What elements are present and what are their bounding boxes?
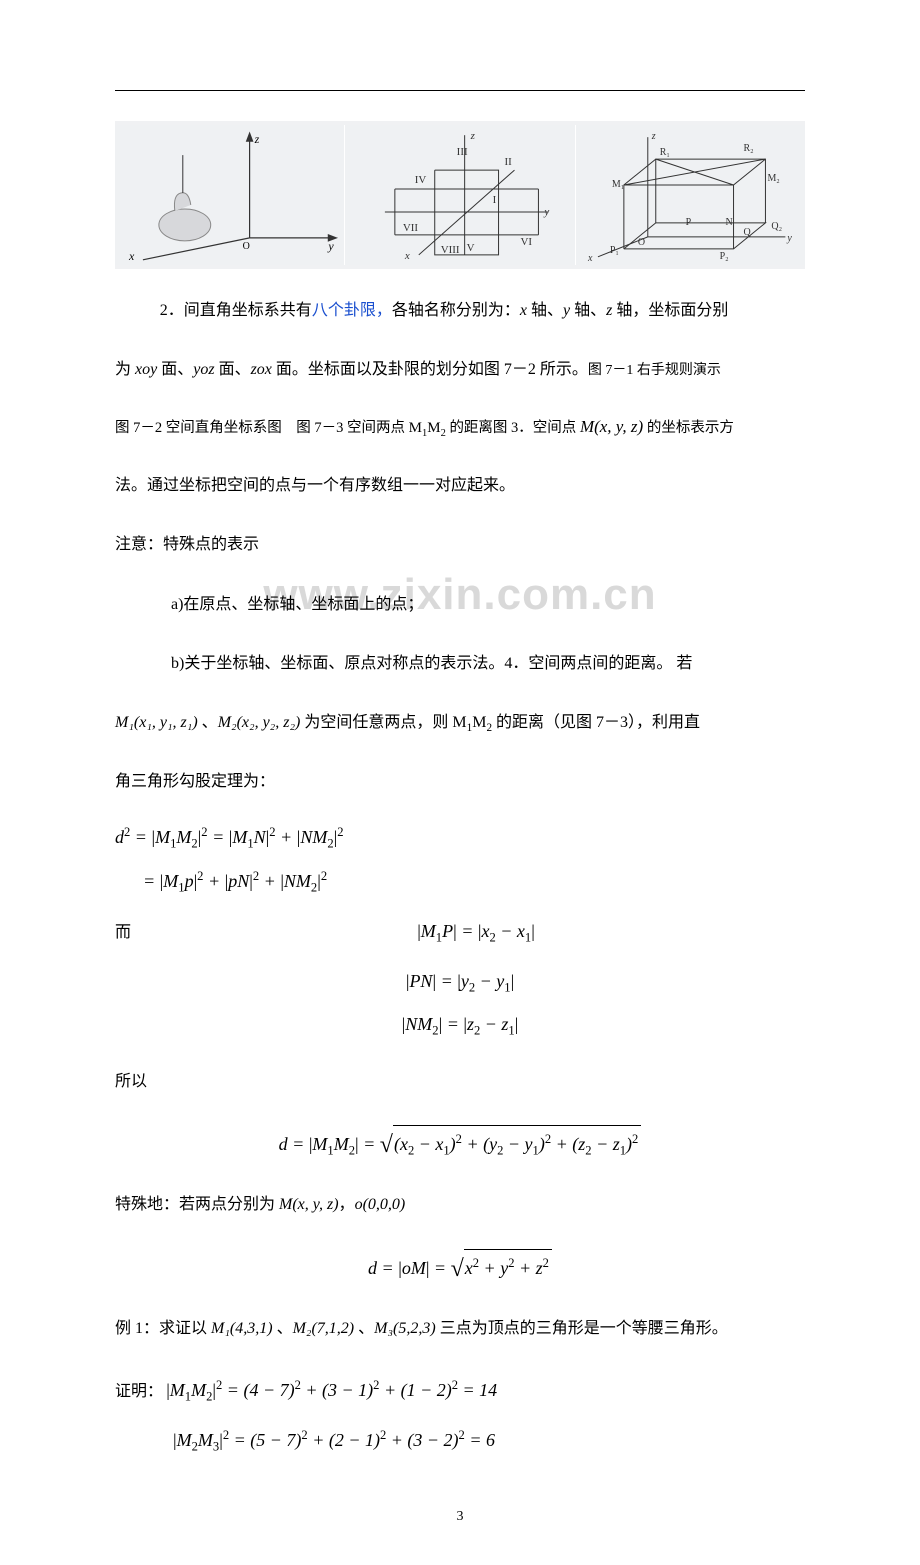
svg-text:R₁: R₁ [659, 147, 669, 158]
er: 而 [115, 911, 147, 954]
p2-rest2: 轴、 [527, 302, 563, 319]
svg-text:VIII: VIII [441, 244, 460, 256]
svg-text:z: z [254, 132, 260, 146]
svg-text:M₁: M₁ [612, 179, 624, 190]
para-2: 2．间直角坐标系共有八个卦限，各轴名称分别为：x 轴、y 轴、z 轴，坐标面分别 [115, 289, 805, 332]
svg-text:z: z [470, 130, 476, 142]
ex1-mid2: 、 [354, 1320, 374, 1337]
m-Mxyz: M(x, y, z) [580, 417, 643, 436]
p2-lead: 2．间直角坐标系共有 [160, 302, 312, 319]
svg-text:x: x [128, 249, 135, 263]
eq-6: d = |M1M2| = √(x2 − x1)2 + (y2 − y1)2 + … [115, 1119, 805, 1167]
svg-text:Q₂: Q₂ [771, 221, 782, 232]
svg-text:O: O [637, 237, 644, 248]
dist-intro2: 角三角形勾股定理为： [115, 760, 805, 803]
para-2d: 法。通过坐标把空间的点与一个有序数组一一对应起来。 [115, 464, 805, 507]
captions-line: 图 7－2 空间直角坐标系图 图 7－3 空间两点 M1M2 的距离图 3．空间… [115, 407, 805, 448]
m-xoy: xoy [135, 361, 157, 378]
svg-text:I: I [493, 194, 497, 206]
item-b: b)关于坐标轴、坐标面、原点对称点的表示法。4．空间两点间的距离。 若 [115, 642, 805, 685]
eq-1: d2 = |M1M2|2 = |M1N|2 + |NM2|2 [115, 819, 805, 857]
caption-74: 的坐标表示方 [643, 420, 734, 436]
svg-text:IV: IV [415, 174, 427, 186]
svg-text:P₂: P₂ [719, 251, 728, 262]
svg-text:y: y [544, 206, 550, 218]
eq-5: |NM2| = |z2 − z1| [115, 1006, 805, 1044]
para-2b: 为 xoy 面、yoz 面、zox 面。坐标面以及卦限的划分如图 7－2 所示。… [115, 348, 805, 391]
svg-text:y: y [786, 233, 792, 244]
p2-line2d: 面。坐标面以及卦限的划分如图 7－2 所示。 [272, 361, 588, 378]
dist-intro: M₁(x₁, y₁, z₁) 、M₂(x₂, y₂, z₂) 为空间任意两点，则… [115, 701, 805, 744]
svg-text:III: III [457, 146, 468, 158]
eq-2: = |M1p|2 + |pN|2 + |NM2|2 [115, 863, 805, 901]
eq-8: |M1M2|2 = (4 − 7)2 + (3 − 1)2 + (1 − 2)2… [166, 1372, 497, 1410]
svg-text:O: O [243, 241, 250, 252]
svg-text:Q: Q [743, 227, 751, 238]
m-zox: zox [251, 361, 272, 378]
svg-text:R₂: R₂ [743, 143, 753, 154]
suoyi: 所以 [115, 1060, 805, 1103]
svg-text:x: x [404, 250, 410, 262]
svg-text:II: II [505, 156, 513, 168]
svg-text:y: y [327, 239, 334, 253]
svg-text:M₂: M₂ [767, 173, 779, 184]
special-mid: ， [339, 1196, 355, 1213]
figure-row: z y x O [115, 121, 805, 269]
svg-text:z: z [650, 131, 655, 142]
figure-panel-3: z y x O R₁ R₂ M₂ P₁ P₂ Q₂ M₁ N P Q [576, 125, 805, 265]
proof-row: 证明： |M1M2|2 = (4 − 7)2 + (3 − 1)2 + (1 −… [115, 1366, 805, 1416]
figure-panel-2: II III IV I VI V VII VIII z y x [345, 125, 575, 265]
note: 注意：特殊点的表示 [115, 523, 805, 566]
p2-line2b: 面、 [157, 361, 193, 378]
m-M2pt: M₂(x₂, y₂, z₂) [218, 714, 301, 731]
ex1: 例 1：求证以 [115, 1320, 211, 1337]
dist-intro-mid: 为空间任意两点，则 [300, 714, 452, 731]
eq-7: d = |oM| = √x2 + y2 + z2 [115, 1243, 805, 1291]
proof: 证明： [115, 1370, 166, 1413]
eq-3: |M1P| = |x2 − x1| [147, 913, 805, 951]
p2-rest3: 轴、 [570, 302, 606, 319]
dist-intro-end: 的距离（见图 7－3），利用直 [492, 714, 700, 731]
m-M1-431: M₁(4,3,1) [211, 1320, 273, 1337]
ex1-mid1: 、 [273, 1320, 293, 1337]
svg-text:N: N [725, 217, 732, 228]
m-M1pt: M₁(x₁, y₁, z₁) [115, 714, 198, 731]
special: 特殊地：若两点分别为 M(x, y, z)，o(0,0,0) [115, 1183, 805, 1226]
p2-line2c: 面、 [215, 361, 251, 378]
m-y: y [563, 302, 570, 319]
svg-text:VI: VI [521, 236, 533, 248]
m-Mxyz2: M(x, y, z) [279, 1196, 339, 1213]
top-rule [115, 90, 805, 91]
ex1-end: 三点为顶点的三角形是一个等腰三角形。 [436, 1320, 728, 1337]
p2-line2a: 为 [115, 361, 135, 378]
m-x: x [520, 302, 527, 319]
item-a: a)在原点、坐标轴、坐标面上的点； [115, 583, 805, 626]
eq-4: |PN| = |y2 − y1| [115, 963, 805, 1001]
m-M3-523: M₃(5,2,3) [374, 1320, 436, 1337]
p2-link: 八个卦限， [312, 302, 392, 319]
caption-72: 图 7－2 空间直角坐标系图 图 7－3 空间两点 [115, 420, 409, 436]
m-o000: o(0,0,0) [355, 1196, 406, 1213]
figure-panel-1: z y x O [115, 125, 345, 265]
eq-9: |M2M3|2 = (5 − 7)2 + (2 − 1)2 + (3 − 2)2… [115, 1422, 805, 1460]
p2-rest4: 轴，坐标面分别 [612, 302, 728, 319]
p2-rest1: 各轴名称分别为： [392, 302, 520, 319]
svg-text:VII: VII [403, 222, 419, 234]
page-number: 3 [115, 1509, 805, 1525]
caption-73: 的距离图 3．空间点 [446, 420, 580, 436]
example-1: 例 1：求证以 M₁(4,3,1) 、M₂(7,1,2) 、M₃(5,2,3) … [115, 1307, 805, 1350]
m-M2-712: M₂(7,1,2) [293, 1320, 355, 1337]
content: z y x O [115, 121, 805, 1525]
svg-text:V: V [467, 242, 475, 254]
svg-text:x: x [587, 253, 593, 264]
er-row: 而 |M1P| = |x2 − x1| [115, 907, 805, 957]
caption-71: 图 7－1 右手规则演示 [588, 363, 721, 378]
svg-text:P: P [685, 217, 691, 228]
svg-text:P₁: P₁ [610, 245, 619, 256]
m-yoz: yoz [193, 361, 214, 378]
page: www.zixin.com.cn z y [0, 0, 920, 1565]
special-lead: 特殊地：若两点分别为 [115, 1196, 279, 1213]
